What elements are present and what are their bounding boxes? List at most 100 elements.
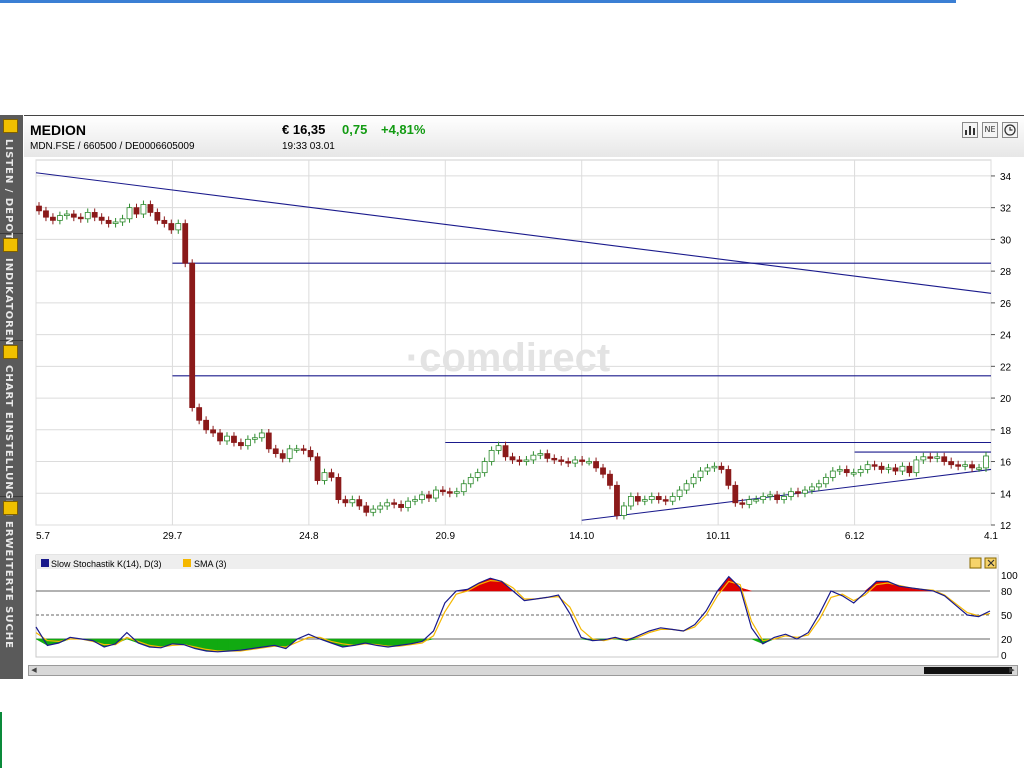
candle-body bbox=[63, 213, 70, 217]
candle-body bbox=[537, 453, 544, 456]
candle-body bbox=[927, 456, 934, 459]
clock-icon[interactable] bbox=[1002, 122, 1018, 138]
trendline bbox=[35, 172, 992, 294]
y-tick-label: 24 bbox=[1000, 331, 1012, 342]
scroll-right-arrow[interactable]: ▶ bbox=[1009, 667, 1015, 674]
candle-body bbox=[948, 461, 955, 466]
candle-body bbox=[983, 455, 989, 469]
candle-body bbox=[530, 454, 537, 461]
candle-body bbox=[822, 476, 829, 485]
y-tick-label: 34 bbox=[1000, 172, 1012, 183]
candle-body bbox=[850, 472, 857, 475]
candle-body bbox=[621, 505, 627, 516]
news-icon[interactable]: NE bbox=[982, 122, 998, 138]
sidebar-tab-label: CHART EINSTELLUNGEN bbox=[3, 365, 14, 518]
candle-body bbox=[934, 456, 941, 459]
x-tick-label: 20.9 bbox=[436, 531, 456, 542]
candle-body bbox=[976, 467, 982, 470]
candles bbox=[36, 200, 989, 520]
y-tick-label: 32 bbox=[1000, 204, 1012, 215]
candle-body bbox=[857, 469, 864, 474]
y-tick-label: 16 bbox=[1000, 458, 1012, 469]
candle-body bbox=[412, 499, 418, 502]
candle-body bbox=[885, 467, 892, 470]
candle-body bbox=[231, 435, 237, 443]
candle-body bbox=[398, 503, 404, 508]
price-axis: 12 14 16 18 20 22 24 26 28 30 32 34 bbox=[991, 172, 1012, 532]
candle-body bbox=[391, 502, 398, 505]
candle-body bbox=[105, 219, 112, 224]
security-identifiers: MDN.FSE / 660500 / DE0006605009 bbox=[30, 141, 195, 152]
security-name: MEDION bbox=[30, 122, 86, 138]
candle-body bbox=[753, 499, 760, 502]
legend-swatch-sma bbox=[183, 559, 191, 567]
oscillator-close-button[interactable] bbox=[984, 557, 997, 569]
candle-body bbox=[405, 500, 411, 508]
y-tick-label: 26 bbox=[1000, 299, 1012, 310]
candle-body bbox=[781, 496, 787, 501]
oscillator-settings-button[interactable] bbox=[969, 557, 982, 569]
candle-body bbox=[878, 465, 885, 470]
x-tick-label: 24.8 bbox=[299, 531, 319, 542]
candle-body bbox=[328, 472, 335, 478]
candle-body bbox=[112, 221, 119, 224]
folder-icon bbox=[3, 119, 18, 133]
candle-body bbox=[474, 472, 481, 478]
candle-body bbox=[920, 456, 927, 461]
candle-body bbox=[614, 484, 620, 516]
candle-body bbox=[502, 445, 509, 458]
candle-body bbox=[384, 502, 391, 507]
candle-body bbox=[446, 491, 453, 494]
watermark: ·comdirect bbox=[406, 336, 611, 380]
candle-body bbox=[244, 438, 251, 447]
candle-body bbox=[342, 499, 349, 504]
sidebar-tab-label: LISTEN / DEPOT bbox=[3, 139, 14, 241]
candle-body bbox=[265, 432, 272, 450]
candle-body bbox=[551, 457, 558, 461]
candle-body bbox=[119, 218, 126, 223]
candle-body bbox=[140, 204, 147, 215]
y-tick-label: 28 bbox=[1000, 267, 1012, 278]
sidebar-tab-indikatoren[interactable]: INDIKATOREN bbox=[0, 234, 23, 346]
horizontal-scrollbar[interactable]: ◀ ▶ bbox=[28, 665, 1018, 676]
candle-body bbox=[711, 465, 718, 469]
candle-body bbox=[676, 489, 683, 497]
scrollbar-thumb[interactable] bbox=[924, 667, 1012, 674]
legend-label-sma: SMA (3) bbox=[194, 559, 227, 569]
candle-body bbox=[56, 215, 63, 221]
plot-area bbox=[35, 159, 992, 526]
indicator-icon bbox=[3, 238, 18, 252]
candle-body bbox=[50, 216, 56, 221]
price-change: 0,75 bbox=[342, 122, 368, 137]
sidebar-tab-listen-depot[interactable]: LISTEN / DEPOT bbox=[0, 115, 23, 241]
bar-chart-icon[interactable] bbox=[962, 122, 978, 138]
y-tick-label: 30 bbox=[1000, 235, 1012, 246]
quote-time: 19:33 03.01 bbox=[282, 141, 335, 152]
candle-body bbox=[272, 448, 279, 454]
x-tick-label: 4.1 bbox=[984, 531, 998, 542]
candle-body bbox=[662, 499, 669, 502]
candle-body bbox=[279, 453, 286, 459]
candle-body bbox=[774, 494, 781, 501]
candle-body bbox=[509, 456, 516, 461]
candle-body bbox=[600, 467, 606, 475]
chart-canvas: ·comdirect 12 14 16 18 20 22 24 26 28 30 32 34 5.7 2… bbox=[24, 157, 1024, 665]
sidebar-tab-chart-einstellungen[interactable]: CHART EINSTELLUNGEN bbox=[0, 341, 23, 517]
oversold-area bbox=[217, 638, 230, 653]
candle-body bbox=[955, 464, 962, 467]
sidebar-tab-label: ERWEITERTE SUCHE bbox=[3, 521, 14, 650]
legend-swatch-k bbox=[41, 559, 49, 567]
candle-body bbox=[84, 212, 91, 220]
sidebar-tab-erweiterte-suche[interactable]: ERWEITERTE SUCHE bbox=[0, 497, 23, 679]
candle-body bbox=[453, 491, 460, 494]
candle-body bbox=[593, 461, 599, 469]
candle-body bbox=[802, 489, 808, 494]
candle-body bbox=[251, 437, 258, 440]
candle-body bbox=[77, 216, 84, 220]
candle-body bbox=[579, 459, 586, 462]
candle-body bbox=[286, 448, 293, 459]
trendline bbox=[581, 468, 992, 521]
scroll-left-arrow[interactable]: ◀ bbox=[31, 667, 37, 674]
candle-body bbox=[829, 470, 836, 478]
candle-body bbox=[704, 467, 711, 472]
